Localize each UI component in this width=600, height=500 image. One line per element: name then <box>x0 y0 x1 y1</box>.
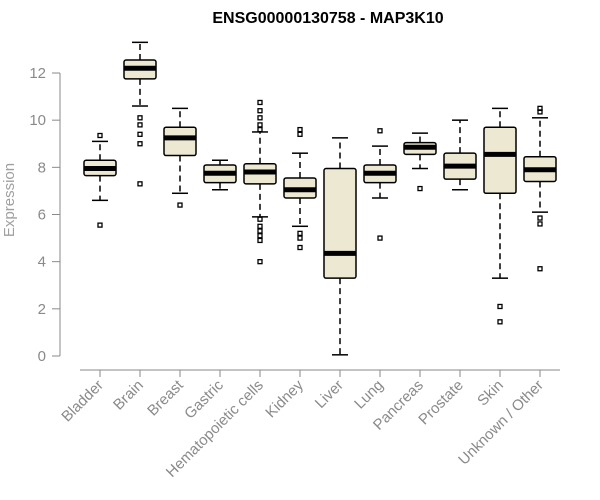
outlier-point <box>257 237 263 244</box>
outlier-point <box>297 235 303 241</box>
outlier-point <box>137 141 143 147</box>
x-tick-label: Breast <box>144 376 187 419</box>
outlier-point <box>257 99 263 106</box>
outlier-point <box>297 126 303 133</box>
iqr-box <box>323 167 357 279</box>
y-tick-label: 12 <box>29 65 46 82</box>
box-liver <box>323 137 357 356</box>
x-tick-label: Liver <box>312 377 347 412</box>
outlier-point <box>137 122 143 128</box>
outlier-point <box>257 228 263 234</box>
outlier-point <box>417 185 423 192</box>
outlier-point <box>177 202 183 208</box>
outlier-point <box>257 259 263 265</box>
iqr-box <box>163 126 197 157</box>
y-tick-label: 10 <box>29 112 46 129</box>
outlier-point <box>137 115 143 121</box>
y-tick-label: 8 <box>38 159 46 176</box>
outlier-point <box>137 131 143 137</box>
outlier-point <box>97 132 103 139</box>
outlier-point <box>497 319 503 325</box>
outlier-point <box>257 108 263 114</box>
x-tick-label: Bladder <box>58 377 107 426</box>
box-bladder <box>83 132 117 228</box>
y-tick-label: 2 <box>38 301 46 318</box>
outlier-point <box>497 303 503 310</box>
chart-title: ENSG00000130758 - MAP3K10 <box>212 10 443 27</box>
box-lung <box>363 128 397 241</box>
outlier-point <box>377 128 383 134</box>
box-brain <box>123 41 157 187</box>
outlier-point <box>257 223 263 229</box>
y-tick-label: 6 <box>38 207 46 224</box>
outlier-point <box>537 266 543 272</box>
box-kidney <box>283 126 317 251</box>
box-prostate <box>443 119 477 191</box>
y-axis-label: Expression <box>1 163 18 237</box>
outlier-point <box>137 181 143 187</box>
box-breast <box>163 107 197 208</box>
outlier-point <box>377 235 383 241</box>
outlier-point <box>257 233 263 239</box>
box-series <box>83 41 557 356</box>
box-hematopoietic-cells <box>243 99 277 265</box>
outlier-point <box>537 109 543 115</box>
outlier-point <box>257 126 263 133</box>
outlier-point <box>297 131 303 137</box>
x-tick-label: Skin <box>474 377 507 410</box>
outlier-point <box>97 222 103 228</box>
y-axis-ticks: 0 2 4 6 8 10 12 <box>29 65 60 365</box>
outlier-point <box>257 216 263 222</box>
x-tick-label: Lung <box>351 377 387 413</box>
box-skin <box>483 107 517 325</box>
outlier-point <box>257 122 263 128</box>
y-tick-label: 4 <box>38 254 46 271</box>
x-tick-label: Kidney <box>262 376 307 421</box>
x-tick-label: Brain <box>110 377 147 414</box>
box-pancreas <box>403 132 437 192</box>
x-tick-label: Prostate <box>415 377 467 429</box>
box-gastric <box>203 159 237 191</box>
outlier-point <box>297 244 303 251</box>
y-tick-label: 0 <box>38 348 46 365</box>
outlier-point <box>297 230 303 237</box>
outlier-point <box>537 215 543 221</box>
outlier-point <box>257 115 263 121</box>
outlier-point <box>537 221 543 227</box>
iqr-box <box>483 126 517 195</box>
box-unknown-other <box>523 105 557 272</box>
